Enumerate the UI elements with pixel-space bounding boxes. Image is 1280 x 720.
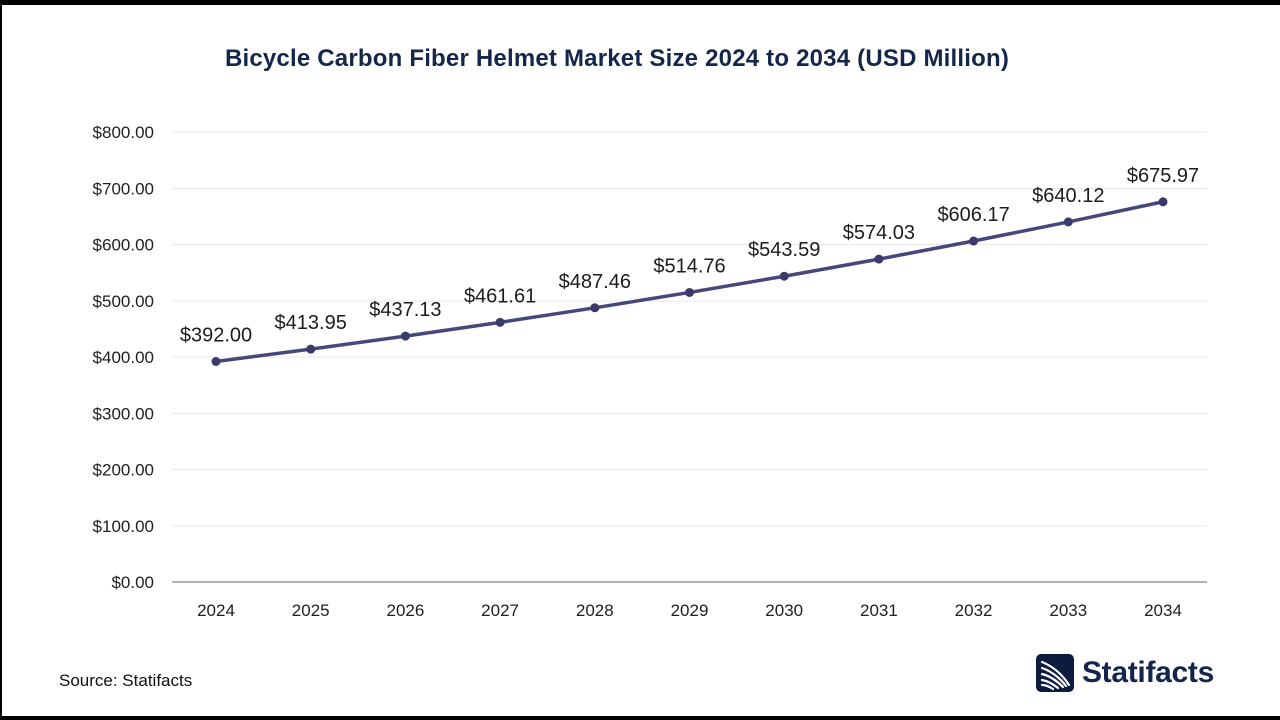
- y-tick-label: $400.00: [93, 348, 154, 367]
- y-tick-label: $500.00: [93, 292, 154, 311]
- data-point: [1063, 217, 1073, 227]
- x-tick-label: 2033: [1049, 601, 1087, 620]
- data-label: $487.46: [559, 271, 631, 293]
- logo-waves: [1040, 660, 1071, 691]
- data-label: $543.59: [748, 239, 820, 261]
- x-tick-label: 2031: [860, 601, 898, 620]
- data-label: $461.61: [464, 285, 536, 307]
- data-label: $574.03: [843, 222, 915, 244]
- data-label: $413.95: [275, 312, 347, 334]
- data-point: [495, 317, 505, 327]
- y-tick-label: $600.00: [93, 236, 154, 255]
- data-point: [306, 344, 316, 354]
- data-label: $437.13: [369, 299, 441, 321]
- data-point: [969, 236, 979, 246]
- data-label: $640.12: [1032, 185, 1104, 207]
- x-tick-label: 2028: [576, 601, 614, 620]
- x-tick-label: 2027: [481, 601, 519, 620]
- y-tick-label: $800.00: [93, 123, 154, 142]
- data-point: [211, 357, 221, 366]
- data-label: $606.17: [937, 204, 1009, 226]
- data-point: [874, 254, 884, 264]
- chart-title: Bicycle Carbon Fiber Helmet Market Size …: [224, 45, 1010, 72]
- statifacts-logo-icon: [1035, 654, 1074, 692]
- line-chart: $0.00 $100.00 $200.00 $300.00 $400.00 $500.00…: [93, 123, 1207, 620]
- x-tick-label: 2030: [765, 601, 803, 620]
- x-tick-label: 2034: [1144, 601, 1182, 620]
- x-tick-label: 2025: [292, 601, 330, 620]
- data-point: [590, 303, 600, 313]
- y-tick-label: $700.00: [93, 179, 154, 198]
- source-note: Source: Statifacts: [59, 671, 193, 690]
- y-tick-label: $0.00: [111, 573, 154, 592]
- x-tick-label: 2032: [955, 601, 993, 620]
- y-tick-label: $200.00: [93, 461, 154, 480]
- data-point: [1158, 197, 1168, 207]
- y-tick-label: $100.00: [93, 517, 154, 536]
- brand-name: Statifacts: [1081, 656, 1214, 689]
- data-label: $392.00: [180, 325, 252, 347]
- y-tick-label: $300.00: [93, 404, 154, 423]
- data-line: [214, 200, 1165, 364]
- data-point: [685, 287, 694, 297]
- x-tick-label: 2029: [671, 601, 709, 620]
- data-point: [400, 331, 410, 341]
- x-tick-label: 2024: [197, 601, 235, 620]
- statifacts-logo: Statifacts: [1035, 653, 1214, 693]
- data-label: $514.76: [653, 255, 725, 277]
- x-tick-label: 2026: [386, 601, 424, 620]
- data-point: [779, 271, 789, 281]
- data-label: $675.97: [1127, 165, 1199, 187]
